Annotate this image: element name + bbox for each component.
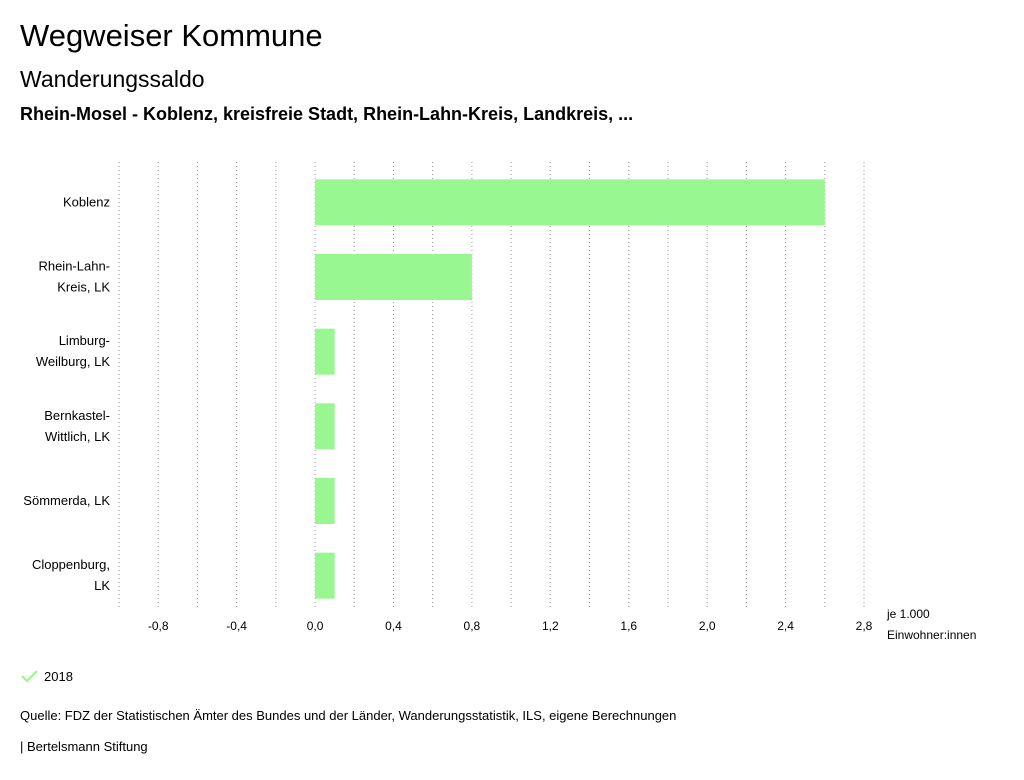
category-label: Limburg- [59,333,110,348]
bar[interactable] [315,179,825,226]
x-tick-label: 0,4 [385,619,402,633]
x-tick-label: 2,4 [777,619,794,633]
bar[interactable] [315,328,335,375]
bar[interactable] [315,403,335,450]
bar[interactable] [315,552,335,599]
x-tick-label: -0,4 [226,619,247,633]
check-icon [21,670,38,683]
x-tick-label: -0,8 [148,619,169,633]
bar[interactable] [315,478,335,524]
category-label: LK [94,578,110,593]
category-label: Weilburg, LK [36,354,111,369]
x-tick-label: 0,0 [307,619,324,633]
legend-label-2018: 2018 [44,668,73,684]
category-label: Wittlich, LK [45,429,110,444]
x-tick-label: 2,0 [699,619,716,633]
x-tick-label: 1,2 [542,619,559,633]
bar-chart: -0,8 -0,4 0,0 0,4 0,8 1,2 1,6 2,0 2,4 2,8 je 1.000… [23,162,976,642]
category-label: Cloppenburg, [32,557,110,572]
x-unit-label: Einwohner:innen [887,628,976,642]
bar[interactable] [315,254,472,300]
category-label: Kreis, LK [57,280,110,295]
legend[interactable]: 2018 [20,668,73,684]
category-label: Rhein-Lahn- [38,259,110,274]
publisher-note: | Bertelsmann Stiftung [20,739,148,754]
source-note: Quelle: FDZ der Statistischen Ämter des … [20,708,677,723]
chart-subtitle: Wanderungssaldo [20,66,205,92]
category-label: Bernkastel- [44,408,110,423]
category-label: Koblenz [63,194,110,209]
x-tick-label: 2,8 [856,619,873,633]
x-unit-label: je 1.000 [886,607,930,621]
page-title: Wegweiser Kommune [20,18,323,53]
region-label: Rhein-Mosel - Koblenz, kreisfreie Stadt,… [20,104,634,124]
x-tick-label: 1,6 [620,619,637,633]
x-tick-label: 0,8 [464,619,481,633]
category-label: Sömmerda, LK [23,493,110,508]
